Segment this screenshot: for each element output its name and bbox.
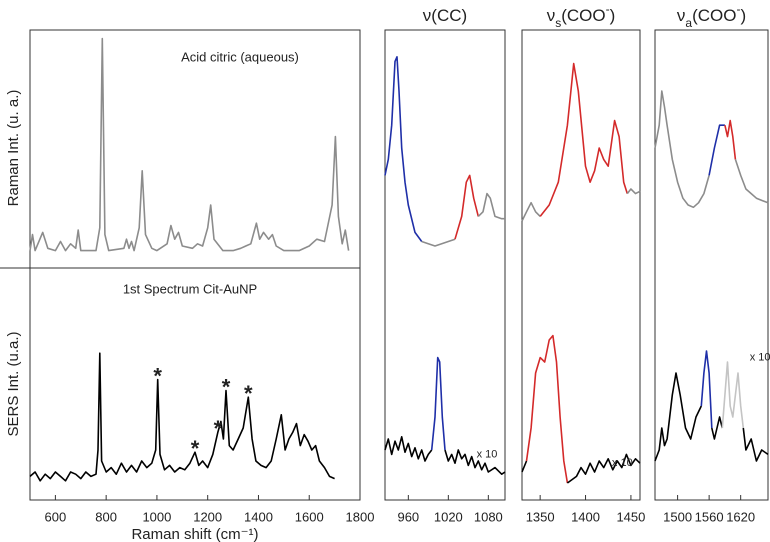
title-part: s: [555, 16, 561, 30]
title-part: a: [685, 16, 692, 30]
spectrum: [525, 334, 569, 484]
x-tick-label: 1560: [695, 509, 724, 524]
chart-0: 600 800 1000 1200 1400 1600 1800 Raman shift (c…: [0, 29, 375, 542]
spectrum: [421, 238, 456, 247]
peak-marker: *: [153, 363, 162, 388]
chart-3: 1500 1560 1620 νa(COO-) x 10: [654, 2, 770, 524]
title-part: -: [606, 2, 610, 16]
title-part: (COO: [561, 6, 605, 25]
x-tick-label: 800: [95, 509, 117, 524]
x-tick-label: 1350: [526, 509, 555, 524]
frame: [384, 29, 506, 501]
spectrum: [724, 119, 737, 160]
spectrum: [654, 372, 703, 462]
spectrum: [384, 56, 423, 242]
spectrum: [566, 453, 641, 484]
title-part: ): [740, 6, 746, 25]
spectrum: [430, 356, 446, 451]
spectrum: [521, 460, 528, 473]
peak-marker: *: [191, 436, 200, 461]
spectrum: [521, 201, 541, 222]
x-tick-label: 1620: [726, 509, 755, 524]
x-tick-label: 1450: [616, 509, 645, 524]
spectrum: [477, 192, 505, 220]
peak-marker: *: [214, 416, 223, 441]
title-part: ν: [423, 6, 432, 25]
title-part: ): [610, 6, 616, 25]
spectrum: [742, 427, 769, 462]
peak-marker: *: [244, 381, 253, 406]
scale-note: x 10: [477, 448, 498, 460]
y-axis-label: Raman Int. (u. a.): [5, 90, 22, 207]
spectrum: [734, 159, 769, 204]
spectrum: [444, 449, 506, 475]
frame: [29, 29, 361, 501]
x-axis-label: Raman shift (cm⁻¹): [131, 526, 258, 542]
spectrum: [654, 90, 710, 209]
peak-marker: *: [222, 374, 231, 399]
scale-note: x 10: [612, 457, 633, 469]
chart-title: ν(CC): [423, 6, 467, 25]
x-tick-label: 1800: [346, 509, 375, 524]
spectrum: [721, 361, 745, 429]
spectrum: [29, 37, 350, 252]
spectrum: [708, 124, 725, 176]
frame: [654, 29, 769, 501]
chart-2: 1350 1400 1450 νs(COO-) x 10: [521, 2, 645, 524]
x-tick-label: 1080: [474, 509, 503, 524]
y-axis-label: SERS Int. (u.a.): [5, 331, 22, 436]
x-tick-label: 1600: [295, 509, 324, 524]
spectrum: [700, 350, 713, 429]
title-part: ν: [677, 6, 686, 25]
chart-title: νa(COO-): [677, 2, 746, 30]
spectrum: [711, 416, 724, 440]
x-tick-label: 960: [397, 509, 419, 524]
spectrum: [626, 188, 641, 195]
scale-note: x 10: [750, 352, 770, 364]
panel-title: Acid citric (aqueous): [181, 49, 299, 64]
spectrum: [29, 352, 335, 482]
spectrum: [454, 174, 480, 240]
title-part: ν: [547, 6, 556, 25]
frame: [521, 29, 641, 501]
x-tick-label: 1500: [663, 509, 692, 524]
title-part: (COO: [692, 6, 736, 25]
spectrum: [539, 62, 629, 217]
title-part: (CC): [431, 6, 467, 25]
panel-title: 1st Spectrum Cit-AuNP: [123, 281, 257, 296]
x-tick-label: 1400: [571, 509, 600, 524]
title-part: -: [736, 2, 740, 16]
x-tick-label: 600: [45, 509, 67, 524]
chart-title: νs(COO-): [547, 2, 616, 30]
x-tick-label: 1200: [193, 509, 222, 524]
x-tick-label: 1000: [142, 509, 171, 524]
x-tick-label: 1400: [244, 509, 273, 524]
chart-1: 960 1020 1080 ν(CC) x 10: [384, 6, 506, 524]
spectrum: [384, 436, 433, 462]
x-tick-label: 1020: [434, 509, 463, 524]
